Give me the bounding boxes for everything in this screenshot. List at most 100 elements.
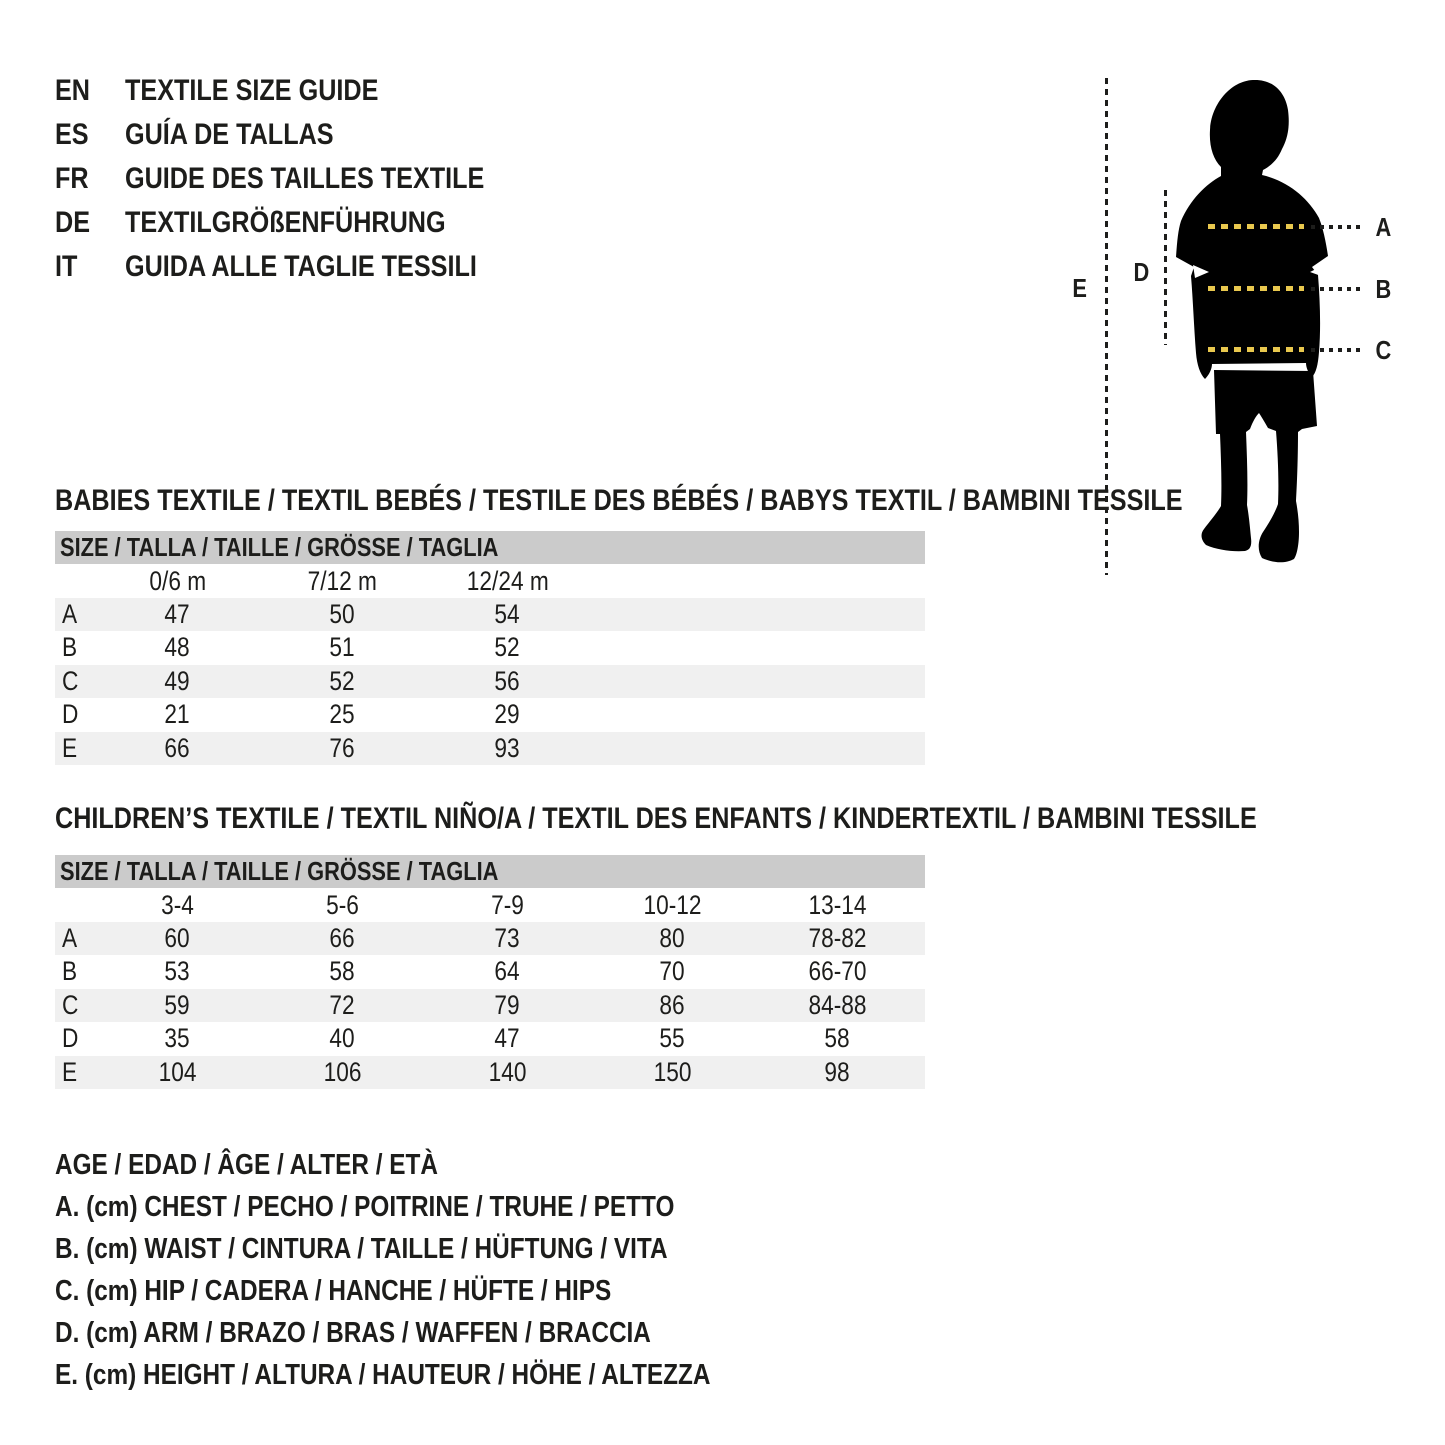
table-cell-value: 59 — [164, 989, 191, 1020]
table-cell: 49 — [95, 665, 260, 698]
table-cell-value: 86 — [659, 989, 686, 1020]
table-cell-value: 50 — [329, 599, 356, 629]
table-cell: 40 — [260, 1022, 425, 1055]
table-cell: 104 — [95, 1056, 260, 1089]
waist-dot-line-b — [1311, 287, 1363, 291]
babies-row-d: D 21 25 29 — [55, 698, 925, 731]
row-label-text: B — [62, 956, 78, 987]
table-cell-value: 54 — [494, 599, 521, 629]
table-cell-value: 79 — [494, 989, 521, 1020]
babies-row-c: C 49 52 56 — [55, 664, 925, 699]
table-cell-value: 70 — [659, 956, 686, 987]
children-column-header: 7-9 — [425, 888, 590, 922]
table-cell: 84-88 — [755, 989, 920, 1022]
column-header-label: 7/12 m — [307, 566, 378, 596]
measure-label-a: A — [1375, 212, 1391, 242]
table-cell: 76 — [260, 732, 425, 765]
table-cell-value: 51 — [329, 632, 356, 663]
table-cell: 25 — [260, 698, 425, 731]
hip-dot-line-c — [1311, 348, 1363, 352]
size-header-label: SIZE / TALLA / TAILLE / GRÖSSE / TAGLIA — [60, 532, 499, 562]
table-cell-value: 140 — [488, 1056, 527, 1087]
babies-row-e: E 66 76 93 — [55, 731, 925, 765]
table-cell-value: 66-70 — [808, 956, 867, 987]
table-cell-value: 76 — [329, 732, 356, 763]
row-label: B — [55, 955, 95, 988]
row-label-text: A — [62, 599, 78, 629]
table-cell: 50 — [260, 598, 425, 631]
table-cell-value: 49 — [164, 665, 191, 696]
children-row-b: B 53 58 64 70 66-70 — [55, 955, 925, 988]
language-code: EN — [55, 74, 91, 107]
children-size-table: SIZE / TALLA / TAILLE / GRÖSSE / TAGLIA 3… — [55, 855, 925, 1089]
table-cell-value: 47 — [494, 1023, 521, 1054]
legend-hip: C. (cm) HIP / CADERA / HANCHE / HÜFTE / … — [55, 1275, 612, 1307]
table-cell: 58 — [755, 1022, 920, 1055]
measure-label-e: E — [1072, 273, 1088, 303]
table-cell: 59 — [95, 989, 260, 1022]
children-section-title: CHILDREN’S TEXTILE / TEXTIL NIÑO/A / TEX… — [55, 802, 1257, 835]
table-cell: 51 — [260, 631, 425, 664]
hip-dash-line-c — [1208, 347, 1304, 352]
table-cell-value: 53 — [164, 956, 191, 987]
table-cell: 78-82 — [755, 922, 920, 955]
babies-row-b: B 48 51 52 — [55, 631, 925, 664]
guide-title: GUIDE DES TAILLES TEXTILE — [125, 162, 485, 195]
table-cell-value: 21 — [164, 699, 191, 730]
table-cell-value: 98 — [824, 1056, 851, 1087]
measure-label-d: D — [1133, 257, 1149, 287]
table-cell: 35 — [95, 1022, 260, 1055]
legend-waist: B. (cm) WAIST / CINTURA / TAILLE / HÜFTU… — [55, 1233, 668, 1265]
table-cell-value: 56 — [494, 665, 521, 696]
children-row-a: A 60 66 73 80 78-82 — [55, 922, 925, 956]
babies-size-table: SIZE / TALLA / TAILLE / GRÖSSE / TAGLIA 0… — [55, 531, 925, 765]
column-header-label: 13-14 — [808, 890, 867, 920]
row-label: A — [55, 598, 95, 631]
row-label-text: B — [62, 632, 78, 663]
table-cell: 140 — [425, 1056, 590, 1089]
table-cell: 56 — [425, 665, 590, 698]
table-cell-value: 84-88 — [808, 989, 867, 1020]
children-row-e: E 104 106 140 150 98 — [55, 1055, 925, 1089]
row-label-text: E — [62, 1056, 78, 1087]
size-header-label: SIZE / TALLA / TAILLE / GRÖSSE / TAGLIA — [60, 856, 499, 886]
table-cell: 55 — [590, 1022, 755, 1055]
table-cell: 66 — [95, 732, 260, 765]
table-cell-value: 72 — [329, 989, 356, 1020]
language-code: ES — [55, 118, 89, 151]
table-cell-value: 48 — [164, 632, 191, 663]
table-cell: 93 — [425, 732, 590, 765]
table-cell-value: 35 — [164, 1023, 191, 1054]
babies-column-header: 7/12 m — [260, 564, 425, 598]
table-cell: 21 — [95, 698, 260, 731]
table-cell: 60 — [95, 922, 260, 955]
column-header-label: 7-9 — [491, 890, 524, 920]
table-cell: 98 — [755, 1056, 920, 1089]
table-cell: 73 — [425, 922, 590, 955]
language-code: IT — [55, 250, 78, 283]
table-cell: 48 — [95, 631, 260, 664]
table-cell-value: 47 — [164, 599, 191, 629]
table-cell-value: 55 — [659, 1023, 686, 1054]
row-label-text: D — [62, 1023, 79, 1054]
legend-age: AGE / EDAD / ÂGE / ALTER / ETÀ — [55, 1149, 439, 1181]
table-cell-value: 25 — [329, 699, 356, 730]
table-cell-value: 93 — [494, 732, 521, 763]
babies-size-header-bar: SIZE / TALLA / TAILLE / GRÖSSE / TAGLIA — [55, 531, 925, 564]
row-label: D — [55, 1022, 95, 1055]
table-cell-value: 60 — [164, 923, 191, 953]
arm-measure-line-d — [1164, 190, 1167, 345]
row-label-text: D — [62, 699, 79, 730]
row-label-text: C — [62, 989, 79, 1020]
row-label: C — [55, 665, 95, 698]
table-cell: 29 — [425, 698, 590, 731]
table-cell: 106 — [260, 1056, 425, 1089]
table-cell-value: 58 — [824, 1023, 851, 1054]
row-label: E — [55, 1056, 95, 1089]
babies-column-header: 0/6 m — [95, 564, 260, 598]
header-spacer — [55, 888, 95, 922]
table-cell-value: 58 — [329, 956, 356, 987]
column-header-label: 3-4 — [161, 890, 194, 920]
table-cell: 66-70 — [755, 955, 920, 988]
